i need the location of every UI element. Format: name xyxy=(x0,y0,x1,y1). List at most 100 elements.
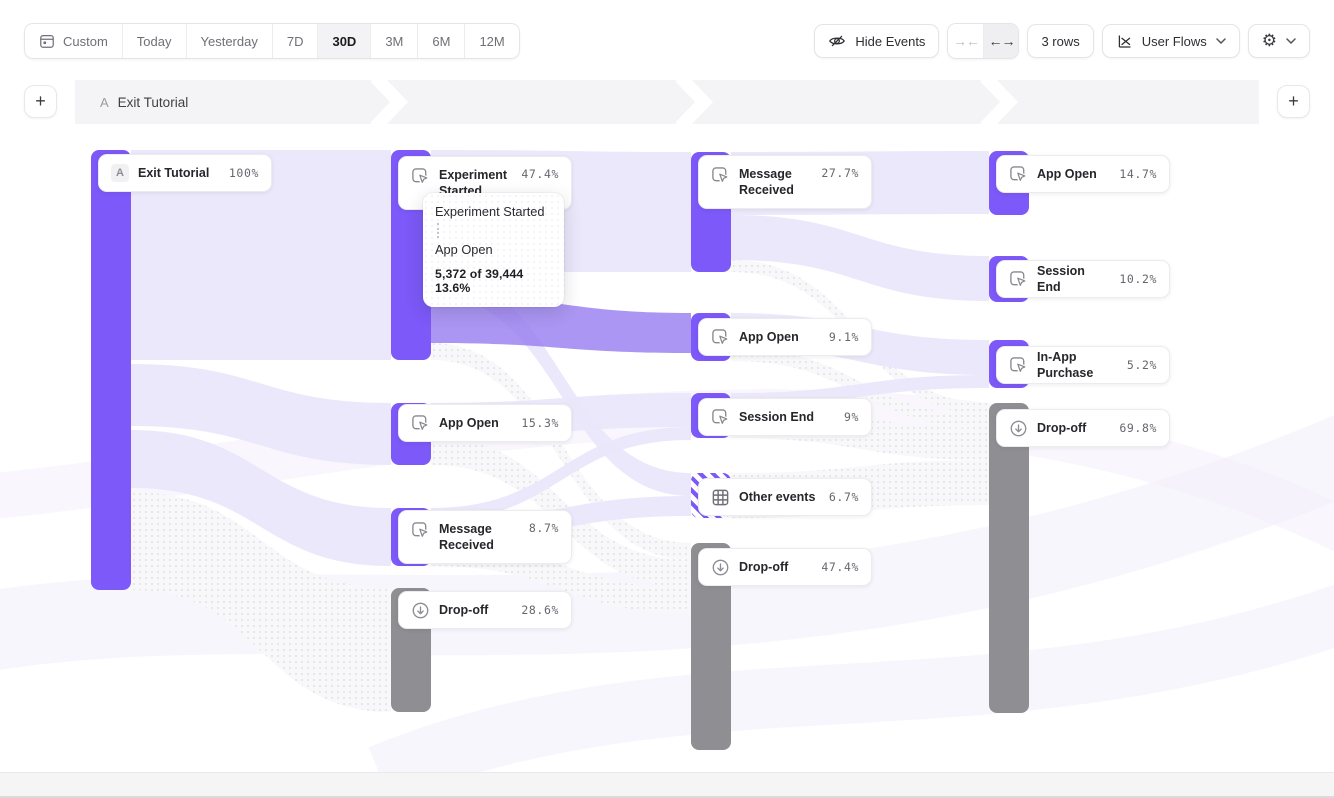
node-card-ao4[interactable]: App Open 14.7% xyxy=(996,155,1170,193)
rows-button[interactable]: 3 rows xyxy=(1027,24,1094,58)
node-percent: 14.7% xyxy=(1119,167,1157,181)
eye-off-icon xyxy=(829,35,846,47)
step-band[interactable]: A Exit Tutorial xyxy=(75,80,1259,124)
node-card-do2[interactable]: Drop-off 28.6% xyxy=(398,591,572,629)
bottom-scroll-strip[interactable] xyxy=(0,772,1334,796)
node-percent: 10.2% xyxy=(1119,272,1157,286)
node-label: App Open xyxy=(739,329,799,344)
date-range-label: Custom xyxy=(63,33,108,49)
node-label: In-App Purchase xyxy=(1037,349,1094,380)
flow-ribbon-highlighted[interactable] xyxy=(431,295,691,353)
event-icon-wrap xyxy=(411,414,430,433)
flow-ribbon[interactable] xyxy=(131,364,391,465)
node-card-ip4[interactable]: In-App Purchase 5.2% xyxy=(996,346,1170,384)
event-cursor-icon xyxy=(1010,270,1027,288)
node-card-mr3[interactable]: Message Received 27.7% xyxy=(698,155,872,209)
calendar-icon xyxy=(40,35,54,48)
date-range-label: 3M xyxy=(385,33,404,49)
node-bar-exit[interactable] xyxy=(91,150,131,590)
node-label: App Open xyxy=(439,415,499,430)
node-label: Exit Tutorial xyxy=(138,165,210,180)
node-label: Drop-off xyxy=(739,559,789,574)
event-cursor-icon xyxy=(1010,356,1027,374)
date-range-label: 7D xyxy=(286,33,304,49)
chevron-down-icon xyxy=(1216,38,1226,44)
flow-ribbon[interactable] xyxy=(131,492,391,712)
rows-label: 3 rows xyxy=(1041,33,1080,49)
date-range-6m[interactable]: 6M xyxy=(417,24,465,58)
flow-ribbon[interactable] xyxy=(131,150,391,360)
user-flows-chart-icon xyxy=(1118,35,1131,48)
node-card-se4[interactable]: Session End 10.2% xyxy=(996,260,1170,298)
node-bar-do4[interactable] xyxy=(989,403,1029,713)
node-card-do3[interactable]: Drop-off 47.4% xyxy=(698,548,872,586)
toolbar: Custom Today Yesterday 7D 30D 3M 6M 12M Hide Ev… xyxy=(24,23,1310,59)
event-icon-wrap xyxy=(1009,270,1028,289)
background-wave xyxy=(0,415,1334,670)
step-band-label: A Exit Tutorial xyxy=(100,80,188,124)
node-percent: 8.7% xyxy=(528,521,559,535)
event-cursor-icon xyxy=(1010,165,1027,183)
event-cursor-icon xyxy=(712,408,729,426)
flow-ribbon[interactable] xyxy=(431,272,691,496)
node-percent: 69.8% xyxy=(1119,421,1157,435)
node-label: Message Received xyxy=(739,167,794,198)
other-events-grid-icon xyxy=(712,489,729,505)
event-icon-wrap xyxy=(711,328,730,347)
hide-events-label: Hide Events xyxy=(855,33,926,49)
tooltip-stat: 5,372 of 39,444 13.6% xyxy=(435,267,524,295)
hide-events-button[interactable]: Hide Events xyxy=(814,24,940,58)
flow-ribbon[interactable] xyxy=(431,427,691,521)
view-selector-label: User Flows xyxy=(1141,33,1207,49)
event-cursor-icon xyxy=(412,522,429,539)
event-cursor-icon xyxy=(712,328,729,346)
event-icon-wrap xyxy=(411,521,430,540)
date-range-label: Yesterday xyxy=(200,33,258,49)
node-percent: 100% xyxy=(228,166,259,180)
toolbar-right-group: Hide Events →← ←→ 3 rows User Flows xyxy=(814,23,1310,59)
node-card-ao2[interactable]: App Open 15.3% xyxy=(398,404,572,442)
dropoff-icon-wrap xyxy=(711,558,730,577)
drop-off-icon xyxy=(1010,420,1027,436)
node-label: App Open xyxy=(1037,166,1097,181)
node-card-ao3[interactable]: App Open 9.1% xyxy=(698,318,872,356)
drop-off-icon xyxy=(412,602,429,618)
node-label: Session End xyxy=(739,409,815,424)
event-icon-wrap xyxy=(411,167,430,186)
node-percent: 47.4% xyxy=(521,167,559,181)
view-selector-button[interactable]: User Flows xyxy=(1101,24,1240,58)
collapse-expand-toggle: →← ←→ xyxy=(947,23,1020,59)
node-card-oe3[interactable]: Other events 6.7% xyxy=(698,478,872,516)
node-card-do4[interactable]: Drop-off 69.8% xyxy=(996,409,1170,447)
event-cursor-icon xyxy=(412,168,429,185)
add-step-left-button[interactable]: + xyxy=(24,85,57,118)
chevron-down-icon xyxy=(1286,38,1296,44)
date-range-12m[interactable]: 12M xyxy=(464,24,519,58)
node-label: Session End xyxy=(1037,263,1085,294)
event-icon-wrap xyxy=(711,408,730,427)
drop-off-icon xyxy=(712,559,729,575)
node-card-mr2[interactable]: Message Received 8.7% xyxy=(398,510,572,564)
expand-columns-button[interactable]: ←→ xyxy=(983,24,1019,58)
node-percent: 47.4% xyxy=(821,560,859,574)
date-range-3m[interactable]: 3M xyxy=(370,24,418,58)
node-card-se3[interactable]: Session End 9% xyxy=(698,398,872,436)
node-label: Drop-off xyxy=(1037,420,1087,435)
date-range-today[interactable]: Today xyxy=(121,24,186,58)
date-range-7d[interactable]: 7D xyxy=(271,24,318,58)
flow-ribbon[interactable] xyxy=(431,343,691,560)
date-range-yesterday[interactable]: Yesterday xyxy=(185,24,272,58)
add-step-right-button[interactable]: + xyxy=(1277,85,1310,118)
flow-ribbon[interactable] xyxy=(131,430,391,566)
step-badge: A xyxy=(100,94,109,110)
node-percent: 28.6% xyxy=(521,603,559,617)
node-percent: 6.7% xyxy=(828,490,859,504)
tooltip-to-event: App Open xyxy=(435,242,493,257)
flow-ribbon[interactable] xyxy=(731,215,989,301)
date-range-custom[interactable]: Custom xyxy=(25,24,122,58)
settings-button[interactable]: ⚙ xyxy=(1247,24,1310,58)
collapse-columns-button[interactable]: →← xyxy=(948,24,984,58)
node-card-exit[interactable]: A Exit Tutorial 100% xyxy=(98,154,272,192)
date-range-30d[interactable]: 30D xyxy=(317,24,371,58)
